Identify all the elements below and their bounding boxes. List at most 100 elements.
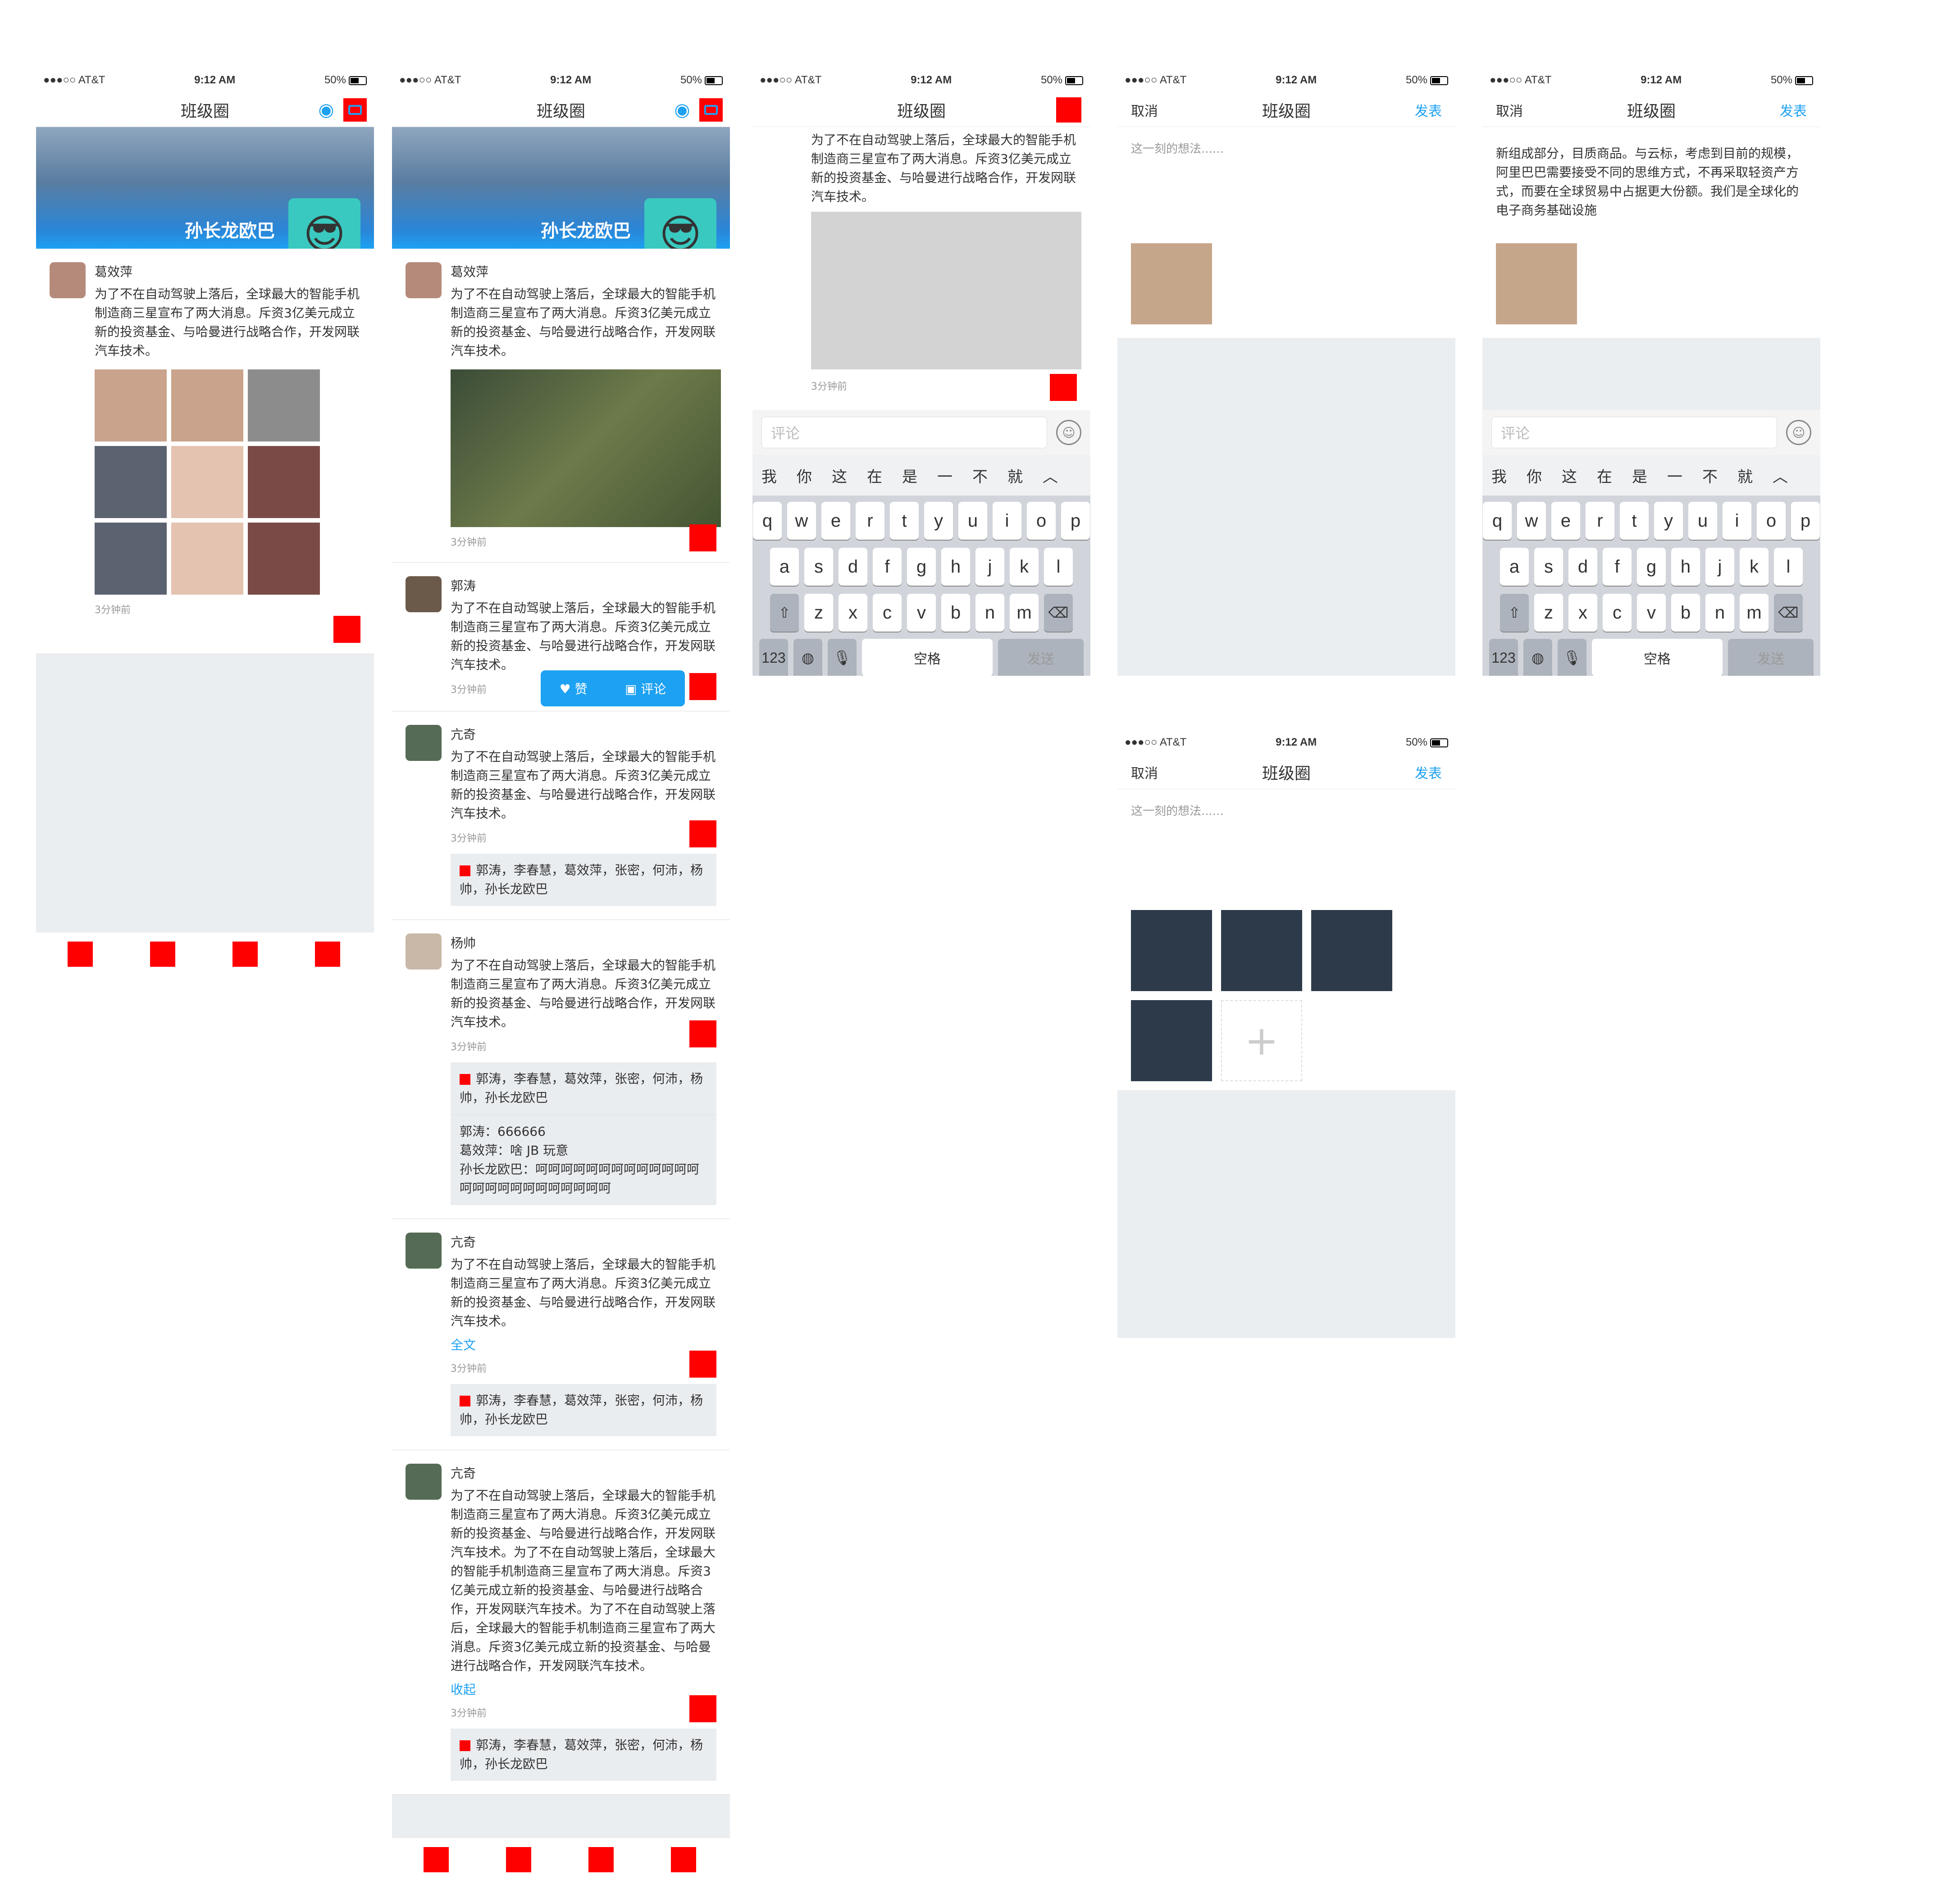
more-button[interactable]	[689, 1351, 716, 1378]
key[interactable]: a	[1500, 548, 1529, 586]
key[interactable]: p	[1061, 502, 1090, 540]
emoji-icon[interactable]: ☺	[1786, 420, 1811, 445]
tab-bar-marker[interactable]	[424, 1847, 449, 1872]
key[interactable]: w	[1517, 502, 1546, 540]
add-photo-button[interactable]: +	[1221, 1000, 1302, 1081]
key[interactable]: m	[1740, 594, 1769, 632]
comment-item[interactable]: 孙长龙欧巴：呵呵呵呵呵呵呵呵呵呵呵呵呵呵呵呵呵呵呵呵呵呵呵呵呵	[460, 1162, 700, 1196]
key[interactable]: m	[1010, 594, 1039, 632]
post-author[interactable]: 葛效萍	[451, 264, 489, 279]
more-button[interactable]	[689, 820, 716, 847]
photo-thumb[interactable]	[1496, 243, 1577, 324]
post-author[interactable]: 郭涛	[451, 578, 476, 593]
nav-marker[interactable]	[1056, 97, 1081, 123]
key[interactable]: x	[1568, 594, 1597, 632]
compose-text[interactable]: 新组成部分，目质商品。与云标，考虑到目前的规模，阿里巴巴需要接受不同的思维方式，…	[1496, 146, 1799, 216]
chevron-up-icon[interactable]: ︿	[1773, 468, 1788, 486]
key[interactable]: q	[1483, 502, 1512, 540]
tab-bar-marker[interactable]	[315, 942, 340, 967]
send-key[interactable]: 发送	[1728, 639, 1814, 676]
key[interactable]: b	[941, 594, 970, 632]
more-button[interactable]	[689, 524, 716, 551]
delete-icon[interactable]: ⌫	[1774, 594, 1803, 632]
photo-thumb[interactable]	[1131, 243, 1212, 324]
candidate[interactable]: 是	[902, 468, 917, 486]
avatar[interactable]	[50, 262, 86, 298]
key[interactable]: d	[1568, 548, 1597, 586]
key[interactable]: n	[1705, 594, 1734, 632]
avatar[interactable]	[406, 262, 442, 298]
key[interactable]: h	[941, 548, 970, 586]
publish-button[interactable]: 发表	[1415, 103, 1442, 119]
mic-icon[interactable]: 🎙	[1558, 639, 1586, 676]
more-button[interactable]	[333, 616, 360, 643]
tab-bar-marker[interactable]	[68, 942, 93, 967]
comment-item[interactable]: 葛效萍：啥 JB 玩意	[460, 1143, 569, 1158]
photo[interactable]	[95, 369, 167, 441]
key[interactable]: j	[1705, 548, 1734, 586]
key[interactable]: z	[1534, 594, 1563, 632]
comment-item[interactable]: 郭涛：666666	[460, 1124, 546, 1139]
candidate[interactable]: 这	[1562, 468, 1577, 486]
photo-thumb[interactable]	[1221, 910, 1302, 991]
key[interactable]: l	[1774, 548, 1803, 586]
space-key[interactable]: 空格	[1592, 639, 1723, 676]
key[interactable]: h	[1671, 548, 1700, 586]
key[interactable]: s	[804, 548, 833, 586]
key[interactable]: o	[1027, 502, 1056, 540]
key[interactable]: c	[1603, 594, 1632, 632]
photo[interactable]	[171, 369, 243, 441]
key[interactable]: w	[787, 502, 816, 540]
key[interactable]: t	[890, 502, 919, 540]
key[interactable]: n	[975, 594, 1004, 632]
photo-thumb[interactable]	[1311, 910, 1392, 991]
photo-thumb[interactable]	[1131, 910, 1212, 991]
candidate[interactable]: 你	[1527, 468, 1542, 486]
post-map-image[interactable]	[451, 369, 721, 527]
candidate[interactable]: 一	[1667, 468, 1682, 486]
compose-input[interactable]: 这一刻的想法......	[1131, 805, 1224, 818]
avatar[interactable]	[406, 933, 442, 969]
key[interactable]: f	[873, 548, 902, 586]
key[interactable]: y	[1654, 502, 1683, 540]
full-text-link[interactable]: 全文	[451, 1338, 476, 1352]
more-button[interactable]	[689, 673, 716, 700]
tab-bar-marker[interactable]	[588, 1847, 614, 1872]
delete-icon[interactable]: ⌫	[1044, 594, 1073, 632]
compose-input[interactable]: 这一刻的想法......	[1131, 142, 1224, 156]
key[interactable]: v	[1637, 594, 1666, 632]
candidate[interactable]: 这	[832, 468, 847, 486]
chevron-up-icon[interactable]: ︿	[1043, 468, 1058, 486]
candidate[interactable]: 在	[1597, 468, 1612, 486]
candidate[interactable]: 不	[972, 468, 988, 486]
key[interactable]: g	[1637, 548, 1666, 586]
key[interactable]: k	[1010, 548, 1039, 586]
tab-bar-marker[interactable]	[232, 942, 258, 967]
key[interactable]: r	[1586, 502, 1614, 540]
key[interactable]: d	[839, 548, 867, 586]
mic-icon[interactable]: 🎙	[828, 639, 857, 676]
candidate[interactable]: 不	[1702, 468, 1718, 486]
key[interactable]: o	[1757, 502, 1786, 540]
key[interactable]: i	[1723, 502, 1751, 540]
cancel-button[interactable]: 取消	[1496, 103, 1523, 119]
key[interactable]: p	[1791, 502, 1820, 540]
key[interactable]: e	[1551, 502, 1580, 540]
camera-icon[interactable]: ◉	[318, 100, 334, 120]
publish-button[interactable]: 发表	[1780, 103, 1807, 119]
avatar[interactable]	[406, 1233, 442, 1269]
post-author[interactable]: 亢奇	[451, 727, 476, 742]
candidate[interactable]: 是	[1632, 468, 1647, 486]
photo[interactable]	[171, 523, 243, 595]
send-key[interactable]: 发送	[998, 639, 1084, 676]
photo-thumb[interactable]	[1131, 1000, 1212, 1081]
candidate[interactable]: 你	[797, 468, 812, 486]
camera-icon[interactable]	[343, 98, 367, 122]
key[interactable]: q	[753, 502, 782, 540]
space-key[interactable]: 空格	[862, 639, 993, 676]
camera-icon[interactable]: ◉	[674, 100, 690, 120]
key[interactable]: v	[907, 594, 936, 632]
key[interactable]: a	[770, 548, 799, 586]
key[interactable]: z	[804, 594, 833, 632]
photo[interactable]	[171, 446, 243, 518]
